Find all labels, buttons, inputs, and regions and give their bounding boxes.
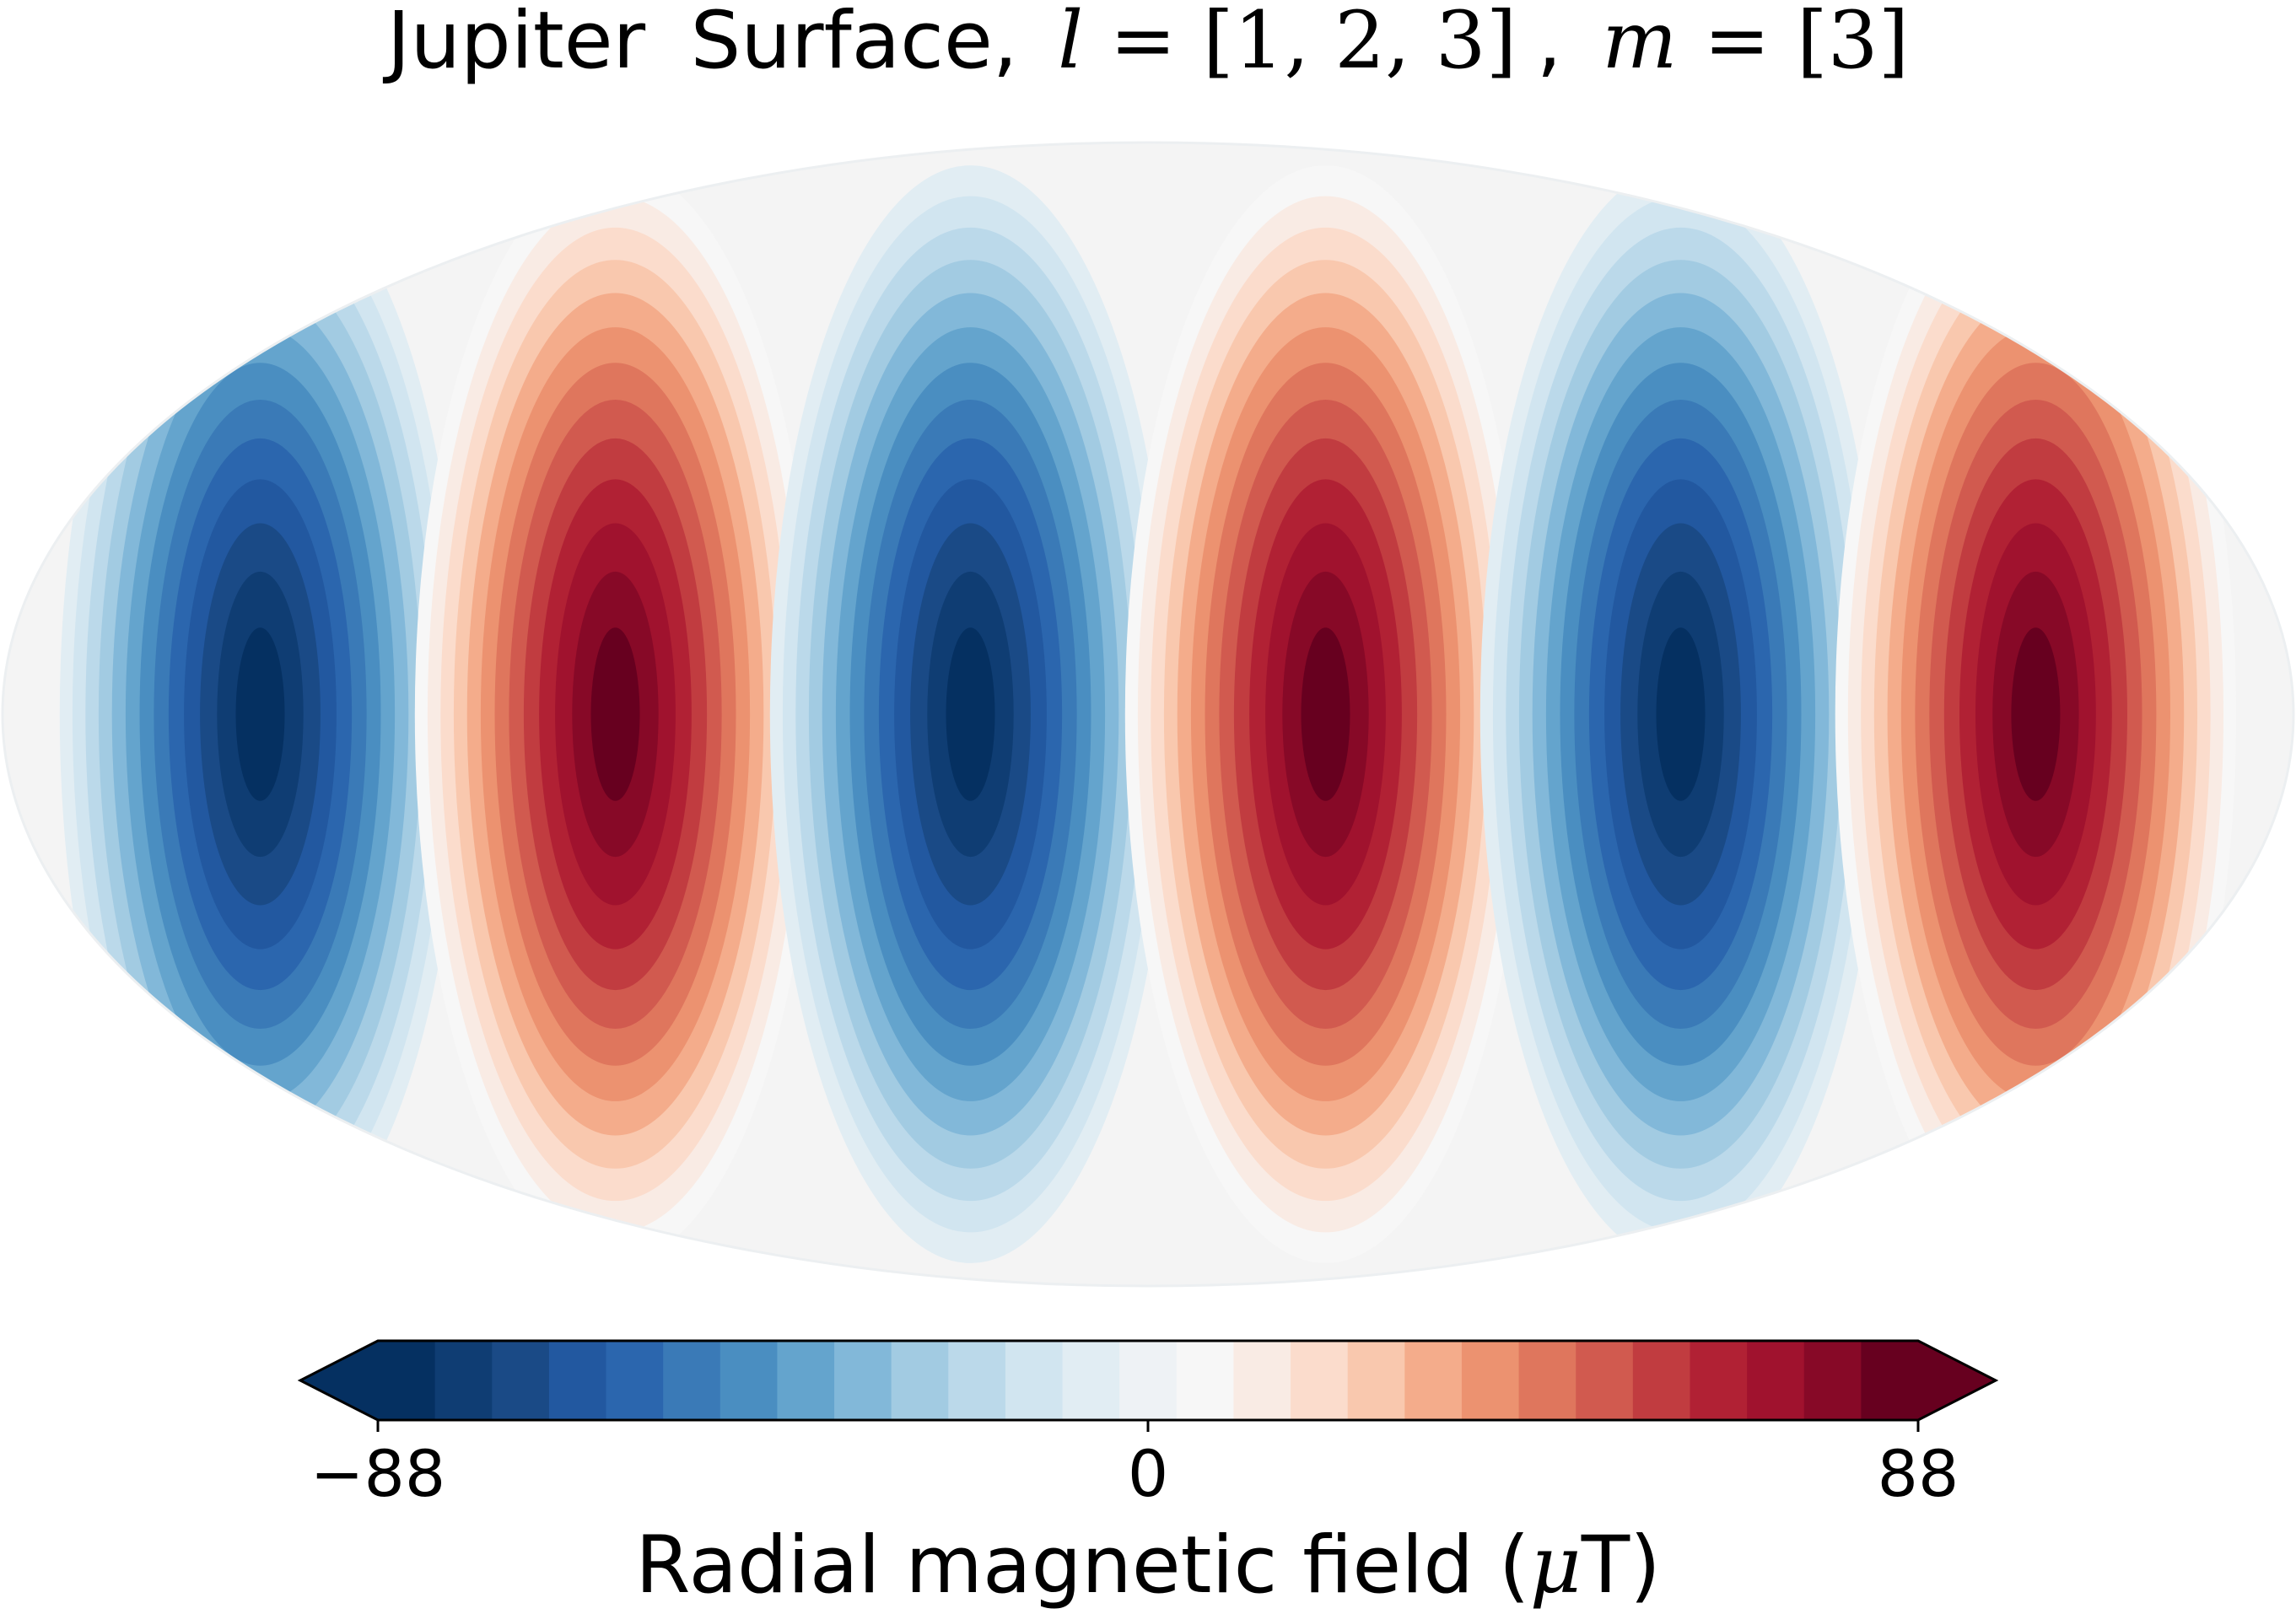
- colorbar-cell: [606, 1341, 664, 1420]
- colorbar-cell: [492, 1341, 550, 1420]
- colorbar-cell: [548, 1341, 607, 1420]
- colorbar-cell: [1803, 1341, 1862, 1420]
- colorbar-cell: [1291, 1341, 1349, 1420]
- contour-band: [235, 627, 285, 801]
- field-lobes: [59, 165, 2237, 1263]
- colorbar-cell: [1119, 1341, 1178, 1420]
- map-outline: [1, 141, 2295, 1288]
- title-l-symbol: l: [1058, 0, 1083, 87]
- contour-band: [590, 627, 640, 801]
- colorbar-cell: [1747, 1341, 1805, 1420]
- lobe-2-positive: [414, 165, 817, 1263]
- title-m-values: [3]: [1797, 0, 1909, 87]
- colorbar-extend-min: [300, 1341, 378, 1420]
- colorbar-cell: [1176, 1341, 1235, 1420]
- colorbar-label: Radial magnetic field (μT): [635, 1520, 1661, 1611]
- colorbar-cell: [1632, 1341, 1691, 1420]
- colorbar-cell: [1518, 1341, 1576, 1420]
- colorbar-cell: [663, 1341, 721, 1420]
- title-comma: ,: [1537, 0, 1562, 87]
- colorbar: −88 0 88: [297, 1339, 1999, 1511]
- colorbar-cell: [720, 1341, 779, 1420]
- map: [3, 143, 2293, 1286]
- lobe-6-positive: [1835, 165, 2237, 1263]
- title-l-equals: =: [1110, 0, 1177, 87]
- colorbar-cell: [948, 1341, 1006, 1420]
- lobe-1-negative: [59, 165, 461, 1263]
- colorbar-cell: [1062, 1341, 1120, 1420]
- colorbar-cell: [1404, 1341, 1463, 1420]
- colorbar-cell: [1461, 1341, 1520, 1420]
- colorbar-tick-label: −88: [310, 1436, 445, 1511]
- title-m-equals: =: [1704, 0, 1771, 87]
- lobe-3-negative: [769, 165, 1172, 1263]
- colorbar-label-text: Radial magnetic field (: [635, 1520, 1529, 1611]
- colorbar-cell: [777, 1341, 835, 1420]
- colorbar-cell: [1233, 1341, 1291, 1420]
- colorbar-cell: [1347, 1341, 1405, 1420]
- lobe-4-positive: [1124, 165, 1527, 1263]
- colorbar-cell: [1005, 1341, 1064, 1420]
- colorbar-tick-label: 88: [1878, 1436, 1959, 1511]
- colorbar-label-mu: μ: [1530, 1520, 1582, 1611]
- chart-title: Jupiter Surface, l = [1, 2, 3] , m = [3]: [383, 0, 1910, 87]
- colorbar-label-unit: T): [1581, 1520, 1661, 1611]
- colorbar-cell: [1690, 1341, 1748, 1420]
- colorbar-cell: [834, 1341, 892, 1420]
- contour-band: [1301, 627, 1350, 801]
- colorbar-tick-label: 0: [1128, 1436, 1168, 1511]
- title-l-values: [1, 2, 3]: [1203, 0, 1517, 87]
- contour-band: [946, 627, 995, 801]
- colorbar-extend-max: [1918, 1341, 1996, 1420]
- colorbar-cell: [434, 1341, 493, 1420]
- colorbar-cell: [891, 1341, 949, 1420]
- contour-band: [2011, 627, 2061, 801]
- contour-band: [1656, 627, 1706, 801]
- colorbar-cell: [378, 1341, 436, 1420]
- colorbar-cell: [1861, 1341, 1919, 1420]
- title-planet: Jupiter: [383, 0, 646, 87]
- title-surface: Surface,: [691, 0, 1018, 87]
- lobe-5-negative: [1479, 165, 1882, 1263]
- colorbar-cell: [1576, 1341, 1634, 1420]
- title-m-symbol: m: [1602, 0, 1677, 87]
